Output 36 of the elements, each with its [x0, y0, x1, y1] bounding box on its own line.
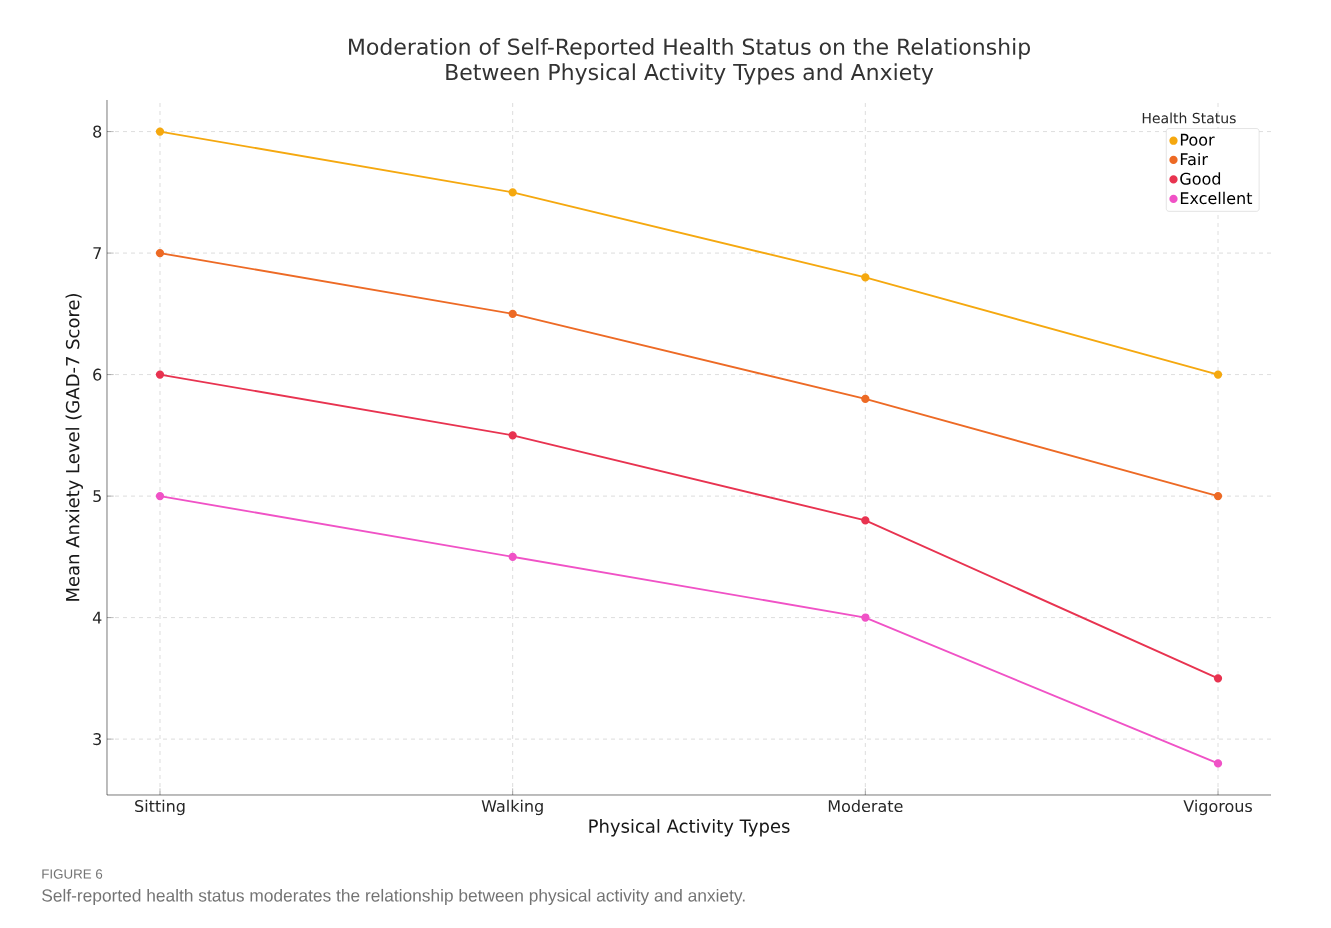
point — [155, 491, 165, 501]
legend-label: Excellent — [1180, 191, 1253, 205]
x-tick-label: Vigorous — [1183, 799, 1252, 816]
y-tick-label: 3 — [93, 733, 101, 746]
point — [861, 516, 870, 525]
point — [155, 370, 165, 379]
legend-label: Fair — [1180, 152, 1208, 166]
point — [861, 613, 870, 622]
point — [155, 248, 165, 258]
y-tick-label: 7 — [93, 247, 101, 259]
text: Self-reported health status moderates the relationship between physical activity and anxiety. — [42, 888, 745, 906]
y-tick-label: 4 — [92, 611, 102, 624]
x-tick-label: Walking — [481, 799, 543, 816]
point — [508, 552, 517, 561]
y-tick-label: 6 — [93, 368, 102, 381]
chart-title: Moderation of Self-Reported Health Status on the Relationship Between Physical Activity Types and Anxiety — [349, 38, 1030, 85]
point — [1213, 759, 1223, 768]
caption: FIGURE 6 — [42, 869, 103, 879]
point — [1213, 370, 1223, 379]
legend-label: Good — [1180, 172, 1221, 185]
x-axis-title: Physical Activity Types — [589, 819, 790, 837]
legend-title: Health Status — [1142, 112, 1236, 124]
y-tick-label: 5 — [93, 490, 101, 503]
point — [1213, 674, 1223, 683]
point — [861, 273, 870, 282]
point — [861, 394, 870, 404]
point — [508, 188, 517, 197]
x-tick-label: Moderate — [828, 799, 903, 813]
legend-label: Poor — [1180, 133, 1215, 146]
point — [508, 309, 517, 318]
x-tick-label: Sitting — [135, 799, 185, 816]
y-tick-label: 8 — [93, 125, 102, 138]
y-axis-title: Mean Anxiety Level (GAD-7 Score) — [65, 293, 83, 601]
point — [508, 431, 517, 440]
point — [1213, 491, 1223, 501]
point — [155, 127, 165, 136]
